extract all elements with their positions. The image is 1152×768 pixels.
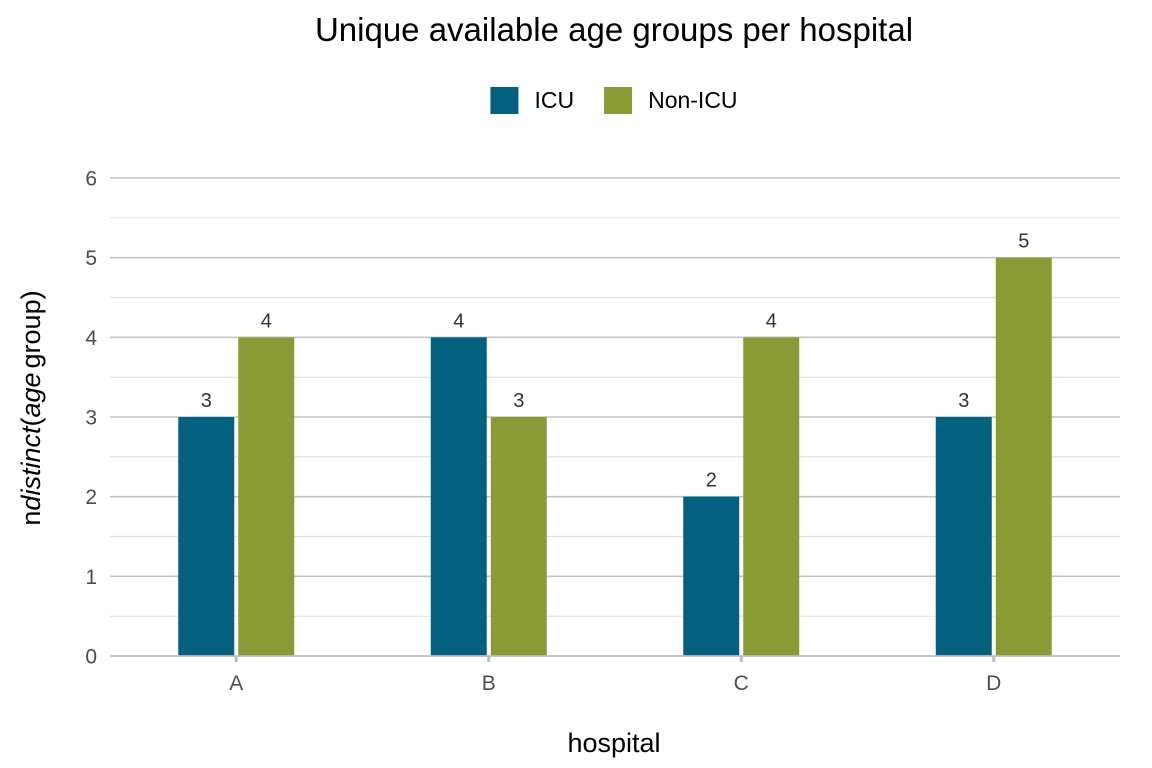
x-tick-label: C: [734, 672, 749, 695]
bar-non-icu-b: [490, 417, 547, 656]
legend-label: Non-ICU: [648, 87, 737, 113]
bar-value-label: 3: [201, 390, 212, 412]
legend-item-icu: ICU: [490, 87, 574, 114]
x-tick-label: D: [986, 672, 1001, 695]
y-tick-label: 5: [85, 247, 97, 270]
y-tick-label: 0: [85, 646, 97, 669]
x-axis-ticks: A B C D: [110, 655, 1120, 695]
x-tick-label: A: [229, 672, 243, 695]
y-tick-label: 3: [85, 407, 97, 430]
y-axis-title-func: distinct: [16, 425, 46, 511]
legend-swatch: [604, 87, 633, 114]
bar-value-label: 4: [766, 310, 777, 332]
x-axis-title: hospital: [567, 728, 660, 758]
y-axis-title: ndistinct(age group): [16, 290, 46, 525]
legend-swatch: [490, 87, 519, 114]
bar-value-label: 3: [958, 390, 969, 412]
legend-label: ICU: [534, 87, 574, 113]
x-tick-label: B: [482, 672, 496, 695]
bar-non-icu-a: [238, 337, 295, 656]
bar-value-labels: 3 4 4 3 2 4 3 5: [201, 231, 1030, 492]
bar-icu-b: [430, 337, 487, 656]
y-tick-label: 4: [85, 327, 97, 350]
y-axis-title-open: (: [16, 418, 46, 427]
bar-value-label: 5: [1018, 231, 1029, 253]
legend-item-non-icu: Non-ICU: [604, 87, 738, 114]
y-axis-ticks: 0 1 2 3 4 5 6: [85, 168, 97, 669]
y-tick-label: 6: [85, 168, 97, 191]
bar-value-label: 3: [513, 390, 524, 412]
y-axis-title-close: ): [16, 290, 46, 299]
bar-icu-a: [178, 417, 235, 656]
bar-icu-c: [683, 496, 740, 656]
bar-value-label: 4: [261, 310, 272, 332]
chart-title: Unique available age groups per hospital: [315, 11, 913, 48]
y-tick-label: 1: [85, 566, 97, 589]
bar-value-label: 2: [706, 470, 717, 492]
y-tick-label: 2: [85, 486, 97, 509]
y-axis-title-var: age: [16, 372, 46, 417]
bar-non-icu-c: [743, 337, 800, 656]
bar-value-label: 4: [453, 310, 464, 332]
bar-non-icu-d: [995, 257, 1052, 656]
bar-icu-d: [935, 417, 992, 656]
y-axis-title-prefix: n: [16, 511, 46, 526]
bars: [178, 257, 1052, 656]
y-axis-title-rest: group: [16, 299, 46, 368]
legend: ICU Non-ICU: [490, 87, 738, 114]
